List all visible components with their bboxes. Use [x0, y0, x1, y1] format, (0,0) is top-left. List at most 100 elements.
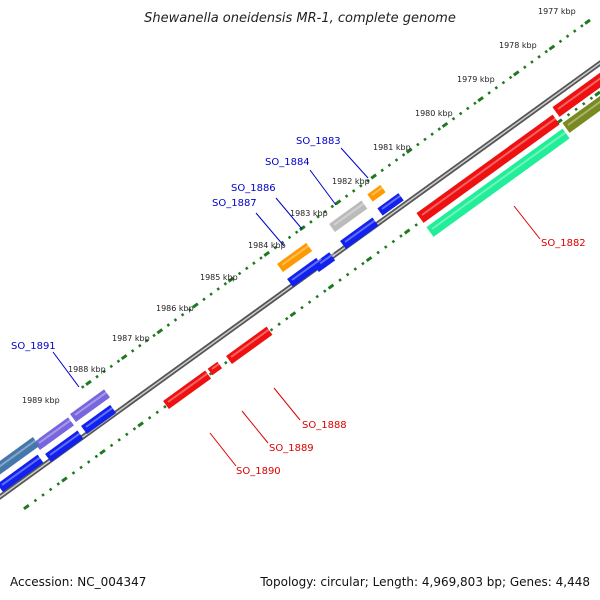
kbp-label: 1981 kbp — [373, 143, 411, 152]
gene-block[interactable] — [377, 193, 404, 216]
outer-tick — [173, 318, 178, 322]
outer-tick — [263, 250, 271, 257]
outer-tick — [530, 60, 534, 64]
kbp-label: 1978 kbp — [499, 41, 537, 50]
kbp-label: 1988 kbp — [68, 365, 106, 374]
outer-tick — [202, 297, 206, 302]
outer-tick — [512, 70, 520, 77]
outer-tick — [351, 189, 356, 193]
gene-label[interactable]: SO_1891 — [11, 341, 56, 352]
outer-tick — [359, 184, 363, 188]
inner-tick — [300, 305, 304, 310]
outer-tick — [584, 18, 591, 25]
outer-tick — [294, 230, 299, 235]
gene-label[interactable]: SO_1887 — [212, 198, 257, 209]
outer-tick — [430, 132, 434, 137]
kbp-label: 1982 kbp — [332, 177, 370, 186]
gene-block[interactable] — [340, 217, 379, 250]
gene-block[interactable] — [34, 417, 74, 451]
outer-tick — [299, 225, 306, 232]
gene-block[interactable] — [163, 370, 212, 410]
inner-tick — [589, 96, 594, 101]
gene-group[interactable] — [0, 72, 600, 493]
gene-block-highlight — [421, 115, 559, 216]
outer-tick — [548, 44, 556, 51]
gene-block-highlight — [567, 100, 600, 126]
gene-block[interactable] — [207, 361, 223, 376]
outer-tick — [558, 39, 563, 44]
gene-block[interactable] — [81, 404, 117, 435]
outer-tick — [344, 194, 349, 198]
outer-tick — [423, 137, 427, 142]
inner-tick — [99, 448, 106, 455]
gene-block[interactable] — [0, 437, 40, 475]
outer-tick — [473, 101, 477, 106]
inner-tick — [594, 90, 600, 97]
outer-tick — [227, 276, 235, 283]
outer-tick — [394, 158, 399, 162]
inner-tick — [94, 454, 99, 459]
inner-tick — [147, 416, 152, 420]
outer-tick — [451, 116, 456, 121]
gene-label[interactable]: SO_1890 — [236, 466, 281, 477]
gene-block[interactable] — [277, 242, 313, 273]
gene-block[interactable] — [226, 326, 273, 365]
inner-tick — [71, 471, 76, 475]
gene-label[interactable]: SO_1884 — [265, 157, 310, 168]
outer-tick — [102, 369, 106, 374]
outer-tick — [370, 173, 377, 180]
gene-block[interactable] — [0, 454, 44, 493]
gene-block-highlight — [167, 370, 211, 403]
inner-tick — [361, 261, 365, 266]
gene-block[interactable] — [329, 200, 368, 233]
outer-tick — [334, 199, 342, 206]
gene-block[interactable] — [416, 114, 560, 223]
outer-tick — [387, 163, 392, 167]
gene-label[interactable]: SO_1882 — [541, 238, 586, 249]
outer-tick — [380, 168, 384, 173]
gene-leader-line — [309, 169, 337, 206]
outer-tick — [544, 49, 548, 54]
outer-tick — [572, 29, 577, 33]
accession-text: Accession: NC_004347 — [10, 575, 146, 589]
gene-leader-line — [209, 432, 237, 467]
outer-tick — [187, 307, 192, 312]
outer-tick — [145, 338, 149, 343]
gene-label[interactable]: SO_1883 — [296, 136, 341, 147]
inner-tick — [376, 250, 380, 255]
outer-tick — [523, 65, 527, 69]
gene-label[interactable]: SO_1886 — [231, 183, 276, 194]
inner-tick — [327, 283, 335, 290]
gene-block[interactable] — [45, 430, 84, 463]
gene-block[interactable] — [552, 72, 600, 117]
outer-tick — [130, 349, 135, 353]
inner-tick — [137, 421, 144, 428]
outer-tick — [487, 91, 491, 95]
gene-block-highlight — [0, 437, 39, 468]
gene-block[interactable] — [287, 257, 323, 288]
inner-tick — [403, 228, 411, 235]
outer-tick — [138, 343, 142, 348]
inner-tick — [399, 234, 403, 238]
inner-tick — [48, 487, 53, 492]
outer-tick — [209, 292, 213, 296]
inner-tick — [224, 360, 228, 365]
inner-tick — [323, 289, 327, 293]
outer-tick — [565, 34, 570, 38]
outer-tick — [416, 142, 420, 147]
gene-block[interactable] — [426, 128, 570, 237]
inner-tick — [574, 107, 578, 112]
gene-label[interactable]: SO_1888 — [302, 420, 347, 431]
inner-tick — [307, 300, 312, 304]
gene-block[interactable] — [70, 389, 110, 423]
gene-leader-line — [513, 205, 541, 240]
inner-tick — [155, 410, 160, 415]
outer-tick — [441, 121, 449, 128]
gene-leader-line — [273, 387, 301, 421]
gene-block-highlight — [1, 454, 44, 486]
gene-block[interactable] — [367, 184, 386, 202]
gene-block-highlight — [381, 192, 404, 210]
gene-label[interactable]: SO_1889 — [269, 443, 314, 454]
outer-tick — [180, 312, 185, 317]
